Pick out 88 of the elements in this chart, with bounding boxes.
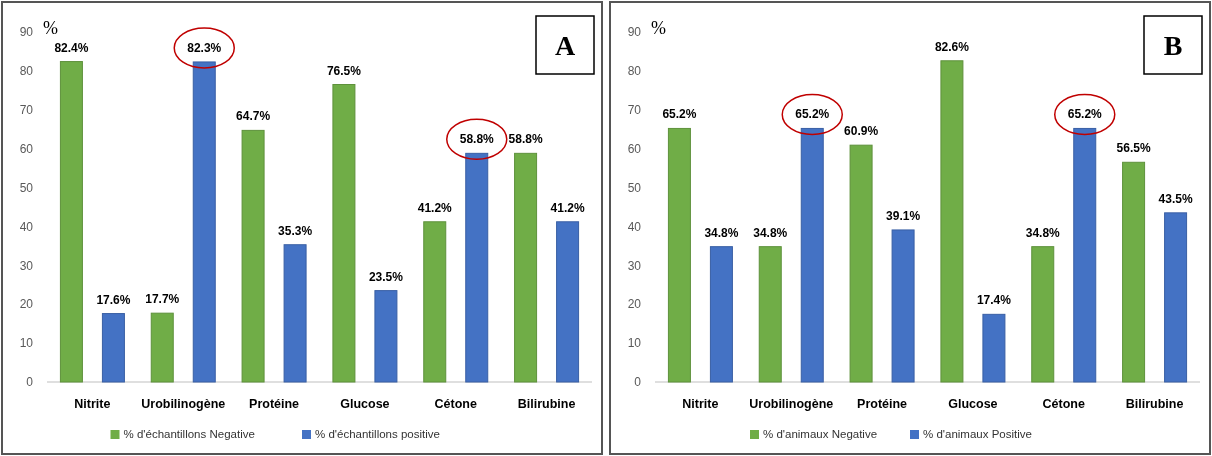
data-label: 41.2% [417, 200, 453, 215]
data-label: 58.8% [459, 132, 495, 147]
bar [849, 144, 873, 383]
legend-label: % d'échantillons Negative [123, 428, 255, 440]
bar [332, 84, 356, 383]
bar [1164, 212, 1188, 383]
x-tick-label: Glucose [340, 397, 390, 411]
x-tick-label: Protéine [249, 397, 300, 411]
data-label: 65.2% [662, 107, 697, 122]
data-label: 56.5% [1116, 141, 1151, 156]
bar [374, 290, 398, 383]
data-label: 76.5% [326, 63, 362, 78]
x-tick-label: Cétone [434, 397, 477, 411]
y-tick-label: 50 [627, 180, 642, 195]
y-tick-label: 10 [627, 336, 642, 351]
bar [758, 246, 782, 383]
data-label: 58.8% [508, 132, 543, 147]
legend-label: % d'animaux Positive [923, 428, 1032, 440]
data-label: 65.2% [1067, 107, 1103, 122]
legend-label: % d'échantillons positive [315, 428, 440, 440]
bar [709, 246, 733, 383]
y-tick-label: 50 [19, 180, 34, 195]
x-tick-label: Urobilinogène [141, 397, 226, 411]
bar [150, 312, 174, 383]
data-label: 82.6% [934, 39, 970, 54]
data-label: 17.7% [145, 292, 180, 307]
bar [667, 127, 691, 383]
bar [514, 152, 538, 383]
bar [940, 60, 964, 383]
x-tick-label: Bilirubine [517, 397, 576, 411]
x-tick-label: Glucose [948, 397, 998, 411]
bar [465, 152, 489, 383]
y-tick-label: 0 [26, 375, 34, 390]
x-tick-label: Nitrite [74, 397, 111, 411]
bar [1073, 127, 1097, 383]
bar [800, 127, 824, 383]
data-label: 60.9% [844, 124, 879, 139]
data-label: 64.7% [236, 109, 271, 124]
y-tick-label: 10 [19, 336, 34, 351]
bar [982, 313, 1006, 383]
y-tick-label: 20 [627, 297, 642, 312]
y-tick-label: 60 [627, 141, 642, 156]
legend-label: % d'animaux Negative [763, 428, 878, 440]
data-label: 82.3% [187, 40, 222, 55]
x-tick-label: Cétone [1042, 397, 1085, 411]
x-tick-label: Nitrite [682, 397, 719, 411]
bar [101, 313, 125, 383]
bar [1122, 161, 1146, 383]
y-tick-label: 80 [19, 64, 34, 79]
data-label: 34.8% [1025, 225, 1061, 240]
bar [423, 221, 447, 383]
x-tick-label: Urobilinogène [749, 397, 834, 411]
y-tick-label: 40 [627, 219, 642, 234]
annotation: A [554, 29, 576, 61]
y-tick-label: 20 [19, 297, 34, 312]
data-label: 35.3% [278, 223, 313, 238]
data-label: 34.8% [704, 225, 739, 240]
data-label: 43.5% [1158, 191, 1193, 206]
data-label: 82.4% [54, 40, 89, 55]
y-axis-title: % [43, 18, 58, 38]
y-tick-label: 80 [627, 64, 642, 79]
y-tick-label: 60 [19, 141, 34, 156]
y-axis-title: % [651, 18, 666, 38]
annotation: B [1163, 29, 1183, 61]
x-tick-label: Bilirubine [1125, 397, 1184, 411]
bar [556, 221, 580, 383]
bar [283, 244, 307, 383]
y-tick-label: 30 [19, 258, 34, 273]
bar [192, 61, 216, 383]
bar [891, 229, 915, 383]
data-label: 17.4% [976, 293, 1012, 308]
data-label: 17.6% [96, 292, 131, 307]
y-tick-label: 40 [19, 219, 34, 234]
bar [241, 129, 265, 383]
data-label: 23.5% [368, 269, 404, 284]
x-tick-label: Protéine [857, 397, 908, 411]
data-label: 34.8% [753, 225, 788, 240]
data-label: 39.1% [886, 208, 921, 223]
y-tick-label: 90 [627, 25, 642, 40]
bar [59, 61, 83, 383]
y-tick-label: 90 [19, 25, 34, 40]
y-tick-label: 30 [627, 258, 642, 273]
bar [1031, 246, 1055, 383]
data-label: 65.2% [795, 107, 830, 122]
data-label: 41.2% [550, 200, 585, 215]
y-tick-label: 0 [634, 375, 642, 390]
y-tick-label: 70 [627, 102, 642, 117]
y-tick-label: 70 [19, 102, 34, 117]
